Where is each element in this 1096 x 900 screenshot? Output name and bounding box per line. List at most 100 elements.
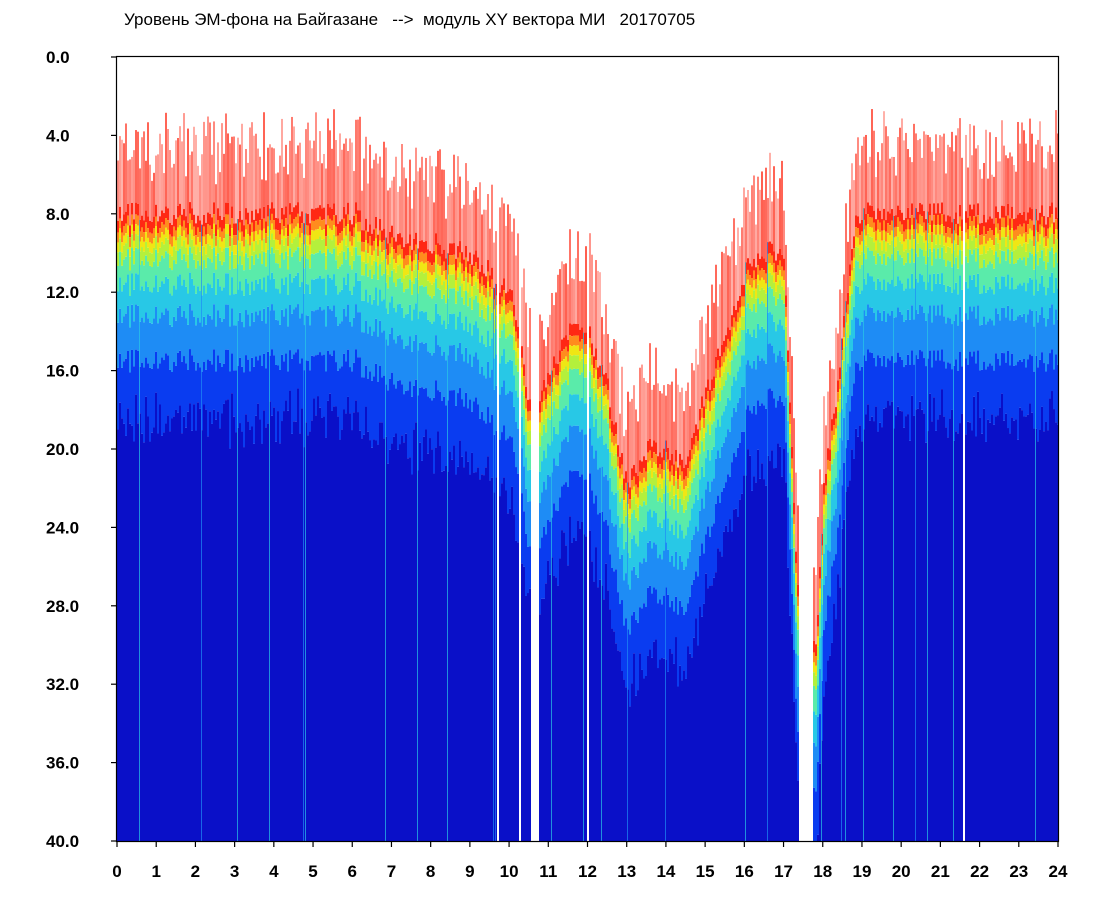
heatmap-column bbox=[831, 368, 833, 841]
heatmap-column bbox=[459, 176, 461, 841]
heatmap-column bbox=[345, 138, 347, 841]
heatmap-column bbox=[411, 208, 413, 841]
heatmap-column bbox=[385, 147, 387, 841]
heatmap-column bbox=[665, 395, 667, 841]
heatmap-column bbox=[445, 218, 447, 841]
x-tick-label: 21 bbox=[931, 862, 950, 881]
heatmap-column bbox=[1043, 167, 1045, 841]
heatmap-column bbox=[467, 180, 469, 841]
heatmap-column bbox=[973, 125, 975, 841]
heatmap-column bbox=[169, 150, 171, 841]
heatmap-column bbox=[969, 124, 971, 841]
heatmap-column bbox=[563, 264, 565, 841]
heatmap-column bbox=[843, 274, 845, 841]
heatmap-column bbox=[395, 156, 397, 841]
heatmap-column bbox=[871, 109, 873, 841]
heatmap-column bbox=[1009, 152, 1011, 841]
heatmap-column bbox=[879, 160, 881, 841]
heatmap-column bbox=[367, 183, 369, 841]
heatmap-column bbox=[1051, 154, 1053, 841]
heatmap-column bbox=[581, 280, 583, 841]
heatmap-column bbox=[893, 156, 895, 841]
heatmap-column bbox=[503, 203, 505, 841]
heatmap-column bbox=[965, 134, 967, 841]
heatmap-column bbox=[903, 140, 905, 841]
heatmap-column bbox=[145, 160, 147, 841]
heatmap-column bbox=[727, 255, 729, 841]
heatmap-column bbox=[619, 413, 621, 841]
heatmap-column bbox=[953, 151, 955, 841]
heatmap-column bbox=[447, 196, 449, 841]
heatmap-column bbox=[825, 425, 827, 841]
heatmap-column bbox=[549, 314, 551, 841]
heatmap-column bbox=[715, 264, 717, 841]
heatmap-column bbox=[993, 176, 995, 841]
heatmap-column bbox=[895, 175, 897, 841]
heatmap-column bbox=[759, 189, 761, 841]
heatmap-column bbox=[945, 173, 947, 841]
heatmap-column bbox=[791, 356, 793, 841]
heatmap-column bbox=[545, 346, 547, 841]
heatmap-column bbox=[1001, 120, 1003, 841]
heatmap-column bbox=[1053, 162, 1055, 841]
heatmap-column bbox=[539, 314, 541, 841]
heatmap-column bbox=[929, 137, 931, 841]
heatmap-column bbox=[939, 135, 941, 841]
x-tick-label: 13 bbox=[617, 862, 636, 881]
heatmap-column bbox=[575, 258, 577, 841]
heatmap-column bbox=[263, 112, 265, 841]
heatmap-column bbox=[585, 246, 587, 841]
heatmap-column bbox=[355, 119, 357, 841]
heatmap-column bbox=[177, 138, 179, 841]
heatmap-column bbox=[1037, 139, 1039, 841]
x-tick-label: 5 bbox=[308, 862, 317, 881]
x-axis: 0 1 2 3 4 5 6 7 8 9 10 11 12 13 14 15 16 17 18 19 20 21 22 23 24 bbox=[112, 841, 1068, 881]
heatmap-column bbox=[487, 194, 489, 841]
heatmap-column bbox=[565, 263, 567, 841]
heatmap-column bbox=[705, 323, 707, 841]
heatmap-column bbox=[427, 196, 429, 841]
heatmap-column bbox=[999, 161, 1001, 841]
heatmap-column bbox=[275, 173, 277, 841]
heatmap-column bbox=[923, 131, 925, 841]
heatmap-column bbox=[181, 141, 183, 841]
heatmap-column bbox=[1057, 133, 1058, 841]
x-tick-label: 24 bbox=[1049, 862, 1068, 881]
heatmap-column bbox=[627, 391, 629, 841]
heatmap-column bbox=[239, 144, 241, 841]
heatmap-column bbox=[311, 148, 313, 841]
heatmap-column bbox=[661, 393, 663, 841]
heatmap-column bbox=[223, 153, 225, 841]
x-tick-label: 6 bbox=[348, 862, 357, 881]
heatmap-column bbox=[795, 472, 797, 841]
heatmap-column bbox=[595, 260, 597, 841]
heatmap-column bbox=[773, 166, 775, 841]
heatmap-column bbox=[933, 160, 935, 841]
heatmap-column bbox=[683, 411, 685, 841]
heatmap-column bbox=[175, 140, 177, 841]
heatmap-column bbox=[359, 116, 361, 841]
heatmap-column bbox=[511, 231, 513, 841]
heatmap-column bbox=[869, 156, 871, 841]
heatmap-column bbox=[475, 187, 477, 841]
heatmap-column bbox=[453, 154, 455, 841]
heatmap-column bbox=[697, 364, 699, 841]
heatmap-column bbox=[703, 354, 705, 841]
heatmap-column bbox=[615, 340, 617, 841]
heatmap-column bbox=[1013, 165, 1015, 841]
heatmap-column bbox=[663, 385, 665, 841]
heatmap-column bbox=[571, 278, 573, 841]
heatmap-column bbox=[669, 384, 671, 841]
heatmap-column bbox=[645, 381, 647, 841]
heatmap-column bbox=[605, 304, 607, 841]
heatmap-column bbox=[985, 129, 987, 841]
heatmap-column bbox=[429, 155, 431, 841]
heatmap-column bbox=[461, 208, 463, 841]
heatmap-column bbox=[955, 135, 957, 841]
heatmap-column bbox=[523, 268, 525, 841]
heatmap-column bbox=[987, 178, 989, 841]
heatmap-column bbox=[219, 172, 221, 841]
heatmap-column bbox=[1047, 151, 1049, 841]
heatmap-column bbox=[911, 162, 913, 841]
heatmap-column bbox=[349, 138, 351, 841]
